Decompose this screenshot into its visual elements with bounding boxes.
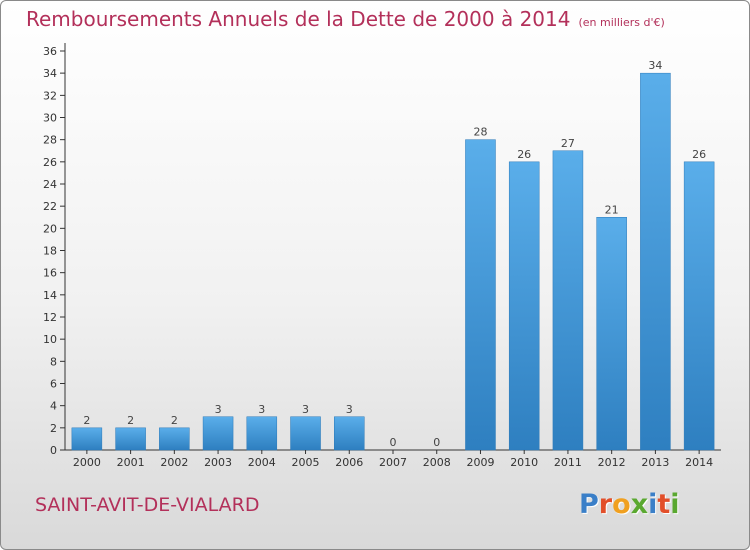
x-tick-label: 2005: [292, 456, 320, 469]
data-label: 27: [561, 137, 575, 150]
y-tick-label: 2: [50, 422, 57, 435]
y-tick-label: 6: [50, 378, 57, 391]
bar: [334, 416, 365, 451]
logo-letter: r: [598, 489, 613, 520]
bar: [202, 416, 234, 451]
x-tick-label: 2012: [598, 456, 626, 469]
data-label: 0: [390, 436, 397, 449]
y-tick-label: 32: [43, 89, 57, 102]
x-tick-label: 2007: [379, 456, 407, 469]
logo-letter: t: [657, 489, 671, 520]
bar: [683, 161, 715, 451]
y-tick-label: 20: [43, 222, 57, 235]
x-tick-label: 2004: [248, 456, 276, 469]
y-tick-label: 0: [50, 444, 57, 457]
y-tick-label: 4: [50, 400, 57, 413]
x-tick-label: 2008: [423, 456, 451, 469]
chart-title-unit: (en milliers d'€): [578, 16, 665, 29]
logo-letter: o: [612, 489, 631, 520]
data-label: 21: [605, 203, 619, 216]
y-tick-label: 10: [43, 333, 57, 346]
bar: [246, 416, 278, 451]
y-tick-label: 8: [50, 355, 57, 368]
proxiti-logo: Proxiti: [579, 489, 680, 520]
x-tick-label: 2006: [335, 456, 363, 469]
bar: [115, 427, 146, 451]
data-label: 3: [215, 403, 222, 416]
y-tick-label: 26: [43, 156, 57, 169]
bar: [596, 217, 627, 451]
data-label: 3: [258, 403, 265, 416]
y-tick-label: 34: [43, 67, 57, 80]
y-tick-label: 12: [43, 311, 57, 324]
data-label: 3: [302, 403, 309, 416]
x-tick-label: 2009: [466, 456, 494, 469]
data-label: 26: [517, 148, 531, 161]
data-label: 26: [692, 148, 706, 161]
y-tick-label: 36: [43, 45, 57, 58]
logo-letter: x: [630, 489, 649, 520]
y-tick-label: 30: [43, 112, 57, 125]
y-tick-label: 28: [43, 134, 57, 147]
data-label: 28: [473, 126, 487, 139]
bar: [71, 427, 103, 451]
data-label: 34: [648, 59, 662, 72]
bar: [465, 139, 496, 451]
y-tick-label: 18: [43, 245, 57, 258]
chart-title: Remboursements Annuels de la Dette de 20…: [26, 7, 665, 31]
x-tick-label: 2002: [160, 456, 188, 469]
x-tick-label: 2003: [204, 456, 232, 469]
bar: [159, 427, 190, 451]
y-tick-label: 14: [43, 289, 57, 302]
x-tick-label: 2013: [641, 456, 669, 469]
bar: [290, 416, 321, 451]
x-tick-label: 2010: [510, 456, 538, 469]
y-tick-label: 24: [43, 178, 57, 191]
x-tick-label: 2000: [73, 456, 101, 469]
data-label: 0: [433, 436, 440, 449]
bar: [508, 161, 540, 451]
y-tick-label: 16: [43, 267, 57, 280]
data-label: 3: [346, 403, 353, 416]
bar: [640, 72, 671, 451]
y-tick-label: 22: [43, 200, 57, 213]
logo-letter: i: [670, 489, 680, 520]
data-label: 2: [83, 414, 90, 427]
logo-letter: i: [648, 489, 658, 520]
data-label: 2: [171, 414, 178, 427]
x-tick-label: 2011: [554, 456, 582, 469]
x-tick-label: 2001: [117, 456, 145, 469]
x-tick-label: 2014: [685, 456, 713, 469]
commune-name: SAINT-AVIT-DE-VIALARD: [35, 494, 260, 516]
logo-letter: P: [579, 489, 599, 520]
data-label: 2: [127, 414, 134, 427]
chart-title-main: Remboursements Annuels de la Dette de 20…: [26, 7, 571, 31]
bar: [552, 150, 584, 451]
